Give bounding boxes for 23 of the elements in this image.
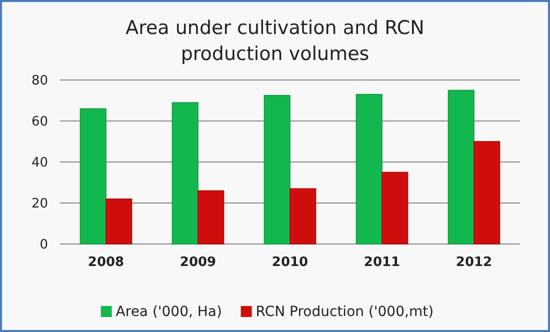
- bar: [264, 94, 290, 244]
- bar: [382, 172, 408, 244]
- y-tick-label: 40: [31, 156, 48, 171]
- legend-label: Area ('000, Ha): [116, 304, 222, 320]
- bar: [172, 102, 198, 244]
- bar: [80, 108, 106, 244]
- bar: [290, 188, 316, 244]
- x-tick-label: 2012: [456, 255, 492, 270]
- legend-label: RCN Production ('000,mt): [256, 304, 434, 320]
- x-tick-label: 2010: [272, 255, 308, 270]
- chart-title: Area under cultivation and RCN production volumes: [126, 17, 424, 65]
- y-tick-label: 0: [40, 238, 48, 253]
- bar: [198, 190, 224, 244]
- bar: [474, 141, 500, 244]
- x-tick-label: 2008: [88, 255, 124, 270]
- bar: [448, 90, 474, 244]
- bar: [356, 94, 382, 244]
- y-tick-label: 60: [31, 114, 48, 130]
- bar: [106, 198, 132, 244]
- x-tick-label: 2011: [364, 255, 400, 270]
- y-tick-label: 20: [31, 196, 48, 212]
- x-tick-label: 2009: [180, 255, 216, 270]
- y-tick-label: 80: [31, 74, 48, 89]
